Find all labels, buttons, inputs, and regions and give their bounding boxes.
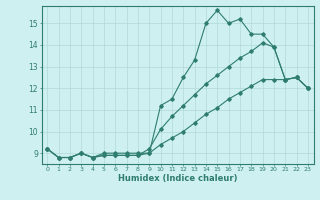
X-axis label: Humidex (Indice chaleur): Humidex (Indice chaleur) xyxy=(118,174,237,183)
